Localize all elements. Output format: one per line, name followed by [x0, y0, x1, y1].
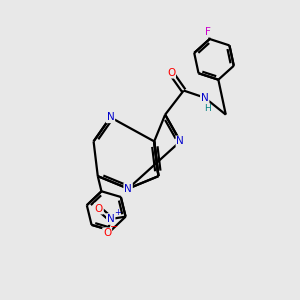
Text: N: N	[176, 136, 184, 146]
Text: F: F	[205, 27, 211, 37]
Text: −: −	[110, 222, 118, 232]
Text: O: O	[95, 204, 103, 214]
Text: O: O	[103, 228, 111, 238]
Text: N: N	[124, 184, 132, 194]
Text: N: N	[201, 93, 208, 103]
Text: H: H	[204, 103, 211, 112]
Text: N: N	[107, 214, 115, 224]
Text: N: N	[106, 112, 114, 122]
Text: O: O	[167, 68, 175, 78]
Text: +: +	[114, 208, 121, 217]
